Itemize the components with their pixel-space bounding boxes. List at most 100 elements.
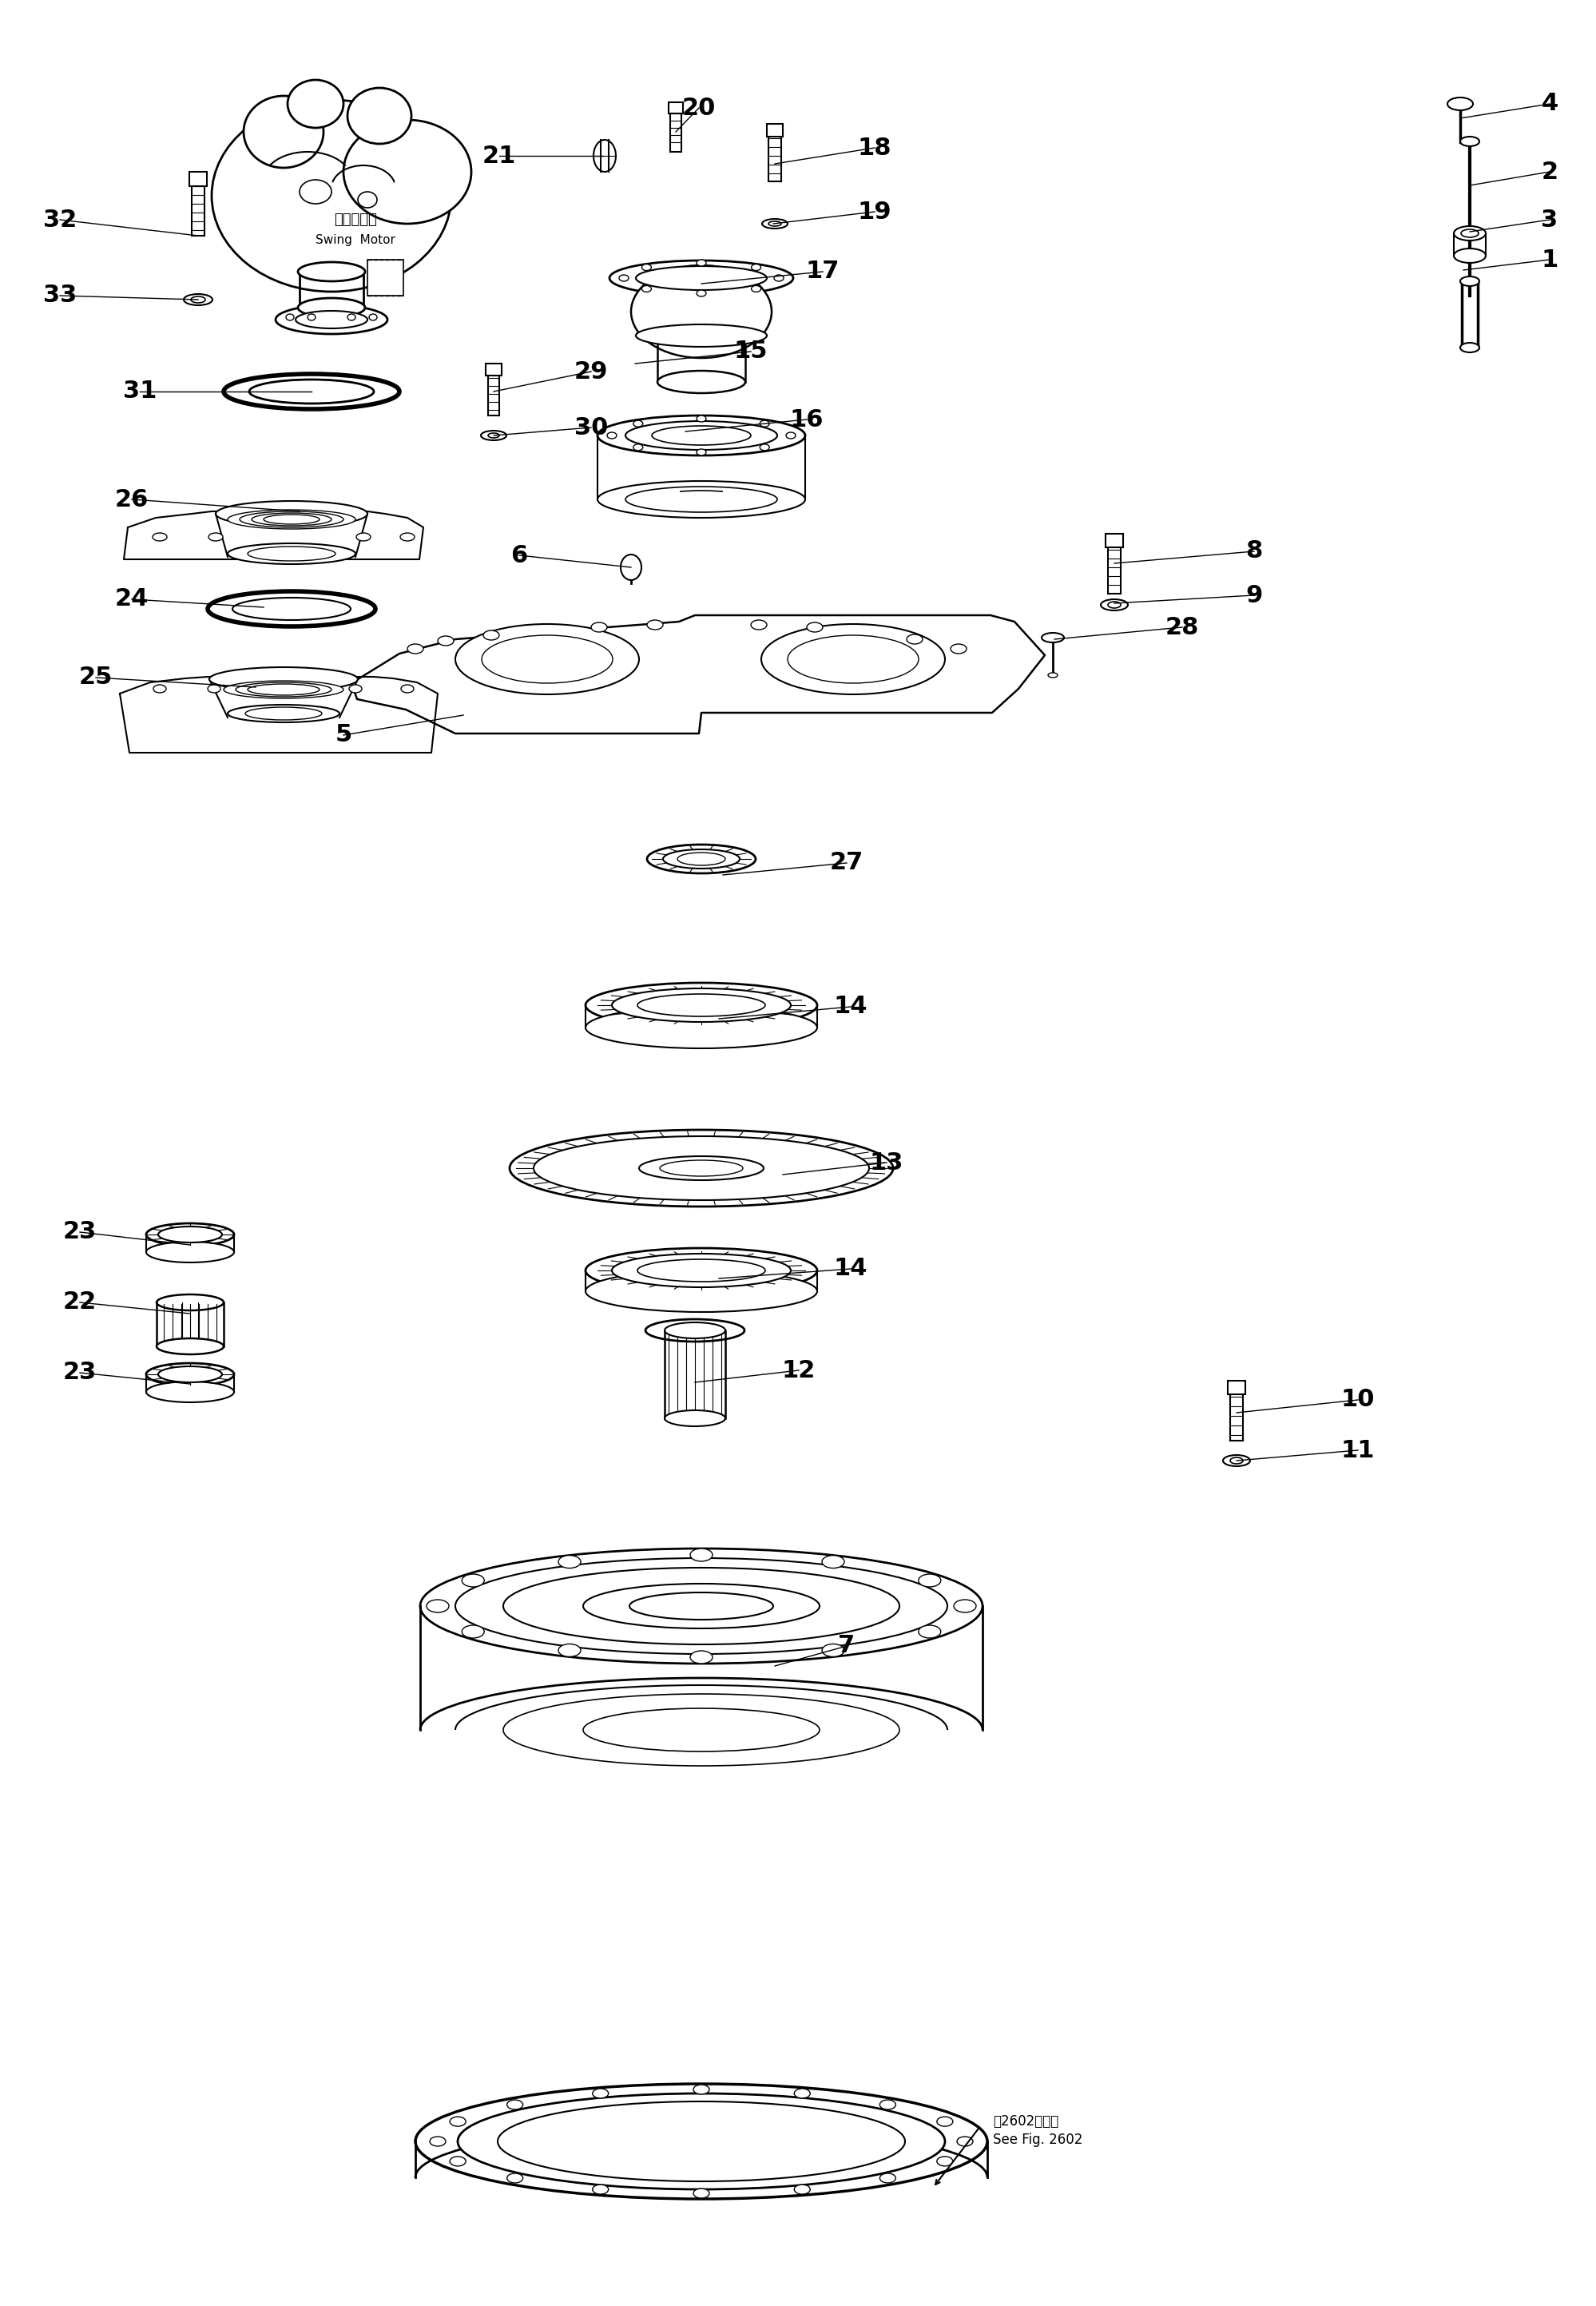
Ellipse shape [350, 685, 362, 692]
Ellipse shape [634, 420, 643, 427]
Ellipse shape [228, 706, 340, 722]
Ellipse shape [787, 634, 919, 683]
Ellipse shape [503, 1568, 900, 1644]
Ellipse shape [298, 263, 365, 281]
Text: Swing  Motor: Swing Motor [316, 233, 396, 247]
Text: 23: 23 [62, 1220, 97, 1243]
Ellipse shape [401, 685, 413, 692]
Ellipse shape [192, 297, 206, 302]
Ellipse shape [450, 2156, 466, 2165]
Ellipse shape [356, 533, 370, 542]
Ellipse shape [638, 1155, 763, 1181]
Ellipse shape [484, 630, 500, 641]
Ellipse shape [907, 634, 922, 643]
Ellipse shape [450, 2117, 466, 2126]
Ellipse shape [1448, 97, 1473, 111]
Ellipse shape [583, 1584, 820, 1628]
Ellipse shape [768, 221, 780, 226]
Ellipse shape [1460, 344, 1479, 353]
Ellipse shape [597, 482, 806, 519]
Ellipse shape [533, 1137, 870, 1199]
Ellipse shape [215, 500, 367, 526]
Ellipse shape [437, 636, 453, 646]
Ellipse shape [951, 643, 967, 653]
Ellipse shape [461, 1575, 484, 1587]
Ellipse shape [795, 2089, 811, 2098]
Text: 17: 17 [806, 261, 839, 284]
Text: 21: 21 [482, 145, 516, 168]
Text: 6: 6 [511, 544, 528, 567]
Ellipse shape [482, 634, 613, 683]
Ellipse shape [480, 431, 506, 440]
Ellipse shape [634, 445, 643, 450]
Ellipse shape [626, 487, 777, 512]
Ellipse shape [918, 1626, 940, 1637]
Ellipse shape [1460, 136, 1479, 145]
Ellipse shape [630, 265, 771, 357]
Text: 9: 9 [1245, 583, 1262, 606]
Ellipse shape [458, 2094, 945, 2188]
Ellipse shape [1454, 226, 1486, 240]
Text: 26: 26 [115, 489, 148, 512]
Text: 11: 11 [1341, 1439, 1374, 1462]
Ellipse shape [147, 1222, 235, 1245]
Ellipse shape [263, 514, 319, 523]
Text: 28: 28 [1165, 616, 1199, 639]
Ellipse shape [156, 1294, 223, 1310]
Text: 22: 22 [62, 1291, 97, 1314]
Ellipse shape [583, 1709, 820, 1753]
Ellipse shape [426, 1600, 448, 1612]
Text: 24: 24 [115, 588, 148, 611]
Polygon shape [124, 512, 423, 560]
Ellipse shape [369, 314, 377, 321]
Ellipse shape [651, 427, 750, 445]
Ellipse shape [420, 1550, 983, 1663]
Ellipse shape [761, 219, 787, 228]
Ellipse shape [629, 1593, 772, 1619]
Ellipse shape [693, 2188, 709, 2198]
Ellipse shape [822, 1554, 844, 1568]
Ellipse shape [247, 685, 319, 694]
Ellipse shape [785, 431, 795, 438]
Ellipse shape [586, 982, 817, 1028]
Ellipse shape [276, 304, 388, 334]
Ellipse shape [401, 533, 415, 542]
Ellipse shape [158, 1227, 222, 1243]
Ellipse shape [509, 1130, 894, 1206]
Ellipse shape [559, 1644, 581, 1656]
Ellipse shape [761, 625, 945, 694]
Ellipse shape [223, 374, 399, 408]
Ellipse shape [461, 1626, 484, 1637]
Ellipse shape [503, 1695, 900, 1766]
Ellipse shape [677, 853, 725, 865]
Ellipse shape [407, 643, 423, 653]
Ellipse shape [693, 2085, 709, 2094]
Text: See Fig. 2602: See Fig. 2602 [993, 2133, 1082, 2147]
Text: 33: 33 [43, 284, 77, 307]
Ellipse shape [664, 1321, 725, 1337]
Ellipse shape [626, 422, 777, 450]
Ellipse shape [252, 512, 332, 526]
Ellipse shape [153, 533, 168, 542]
Ellipse shape [879, 2172, 895, 2184]
Ellipse shape [937, 2156, 953, 2165]
Ellipse shape [233, 597, 351, 620]
Ellipse shape [209, 666, 358, 692]
Ellipse shape [508, 2101, 523, 2110]
Ellipse shape [247, 547, 335, 560]
Ellipse shape [696, 291, 705, 297]
Ellipse shape [689, 1550, 712, 1561]
Ellipse shape [156, 1337, 223, 1354]
Ellipse shape [658, 371, 745, 392]
Ellipse shape [586, 1271, 817, 1312]
Ellipse shape [207, 685, 220, 692]
Ellipse shape [592, 2184, 608, 2195]
Ellipse shape [621, 553, 642, 581]
Ellipse shape [642, 286, 651, 293]
Ellipse shape [808, 623, 824, 632]
Ellipse shape [822, 1644, 844, 1656]
Ellipse shape [586, 1008, 817, 1049]
Ellipse shape [664, 1411, 725, 1427]
Ellipse shape [637, 994, 764, 1017]
Ellipse shape [611, 1254, 790, 1287]
